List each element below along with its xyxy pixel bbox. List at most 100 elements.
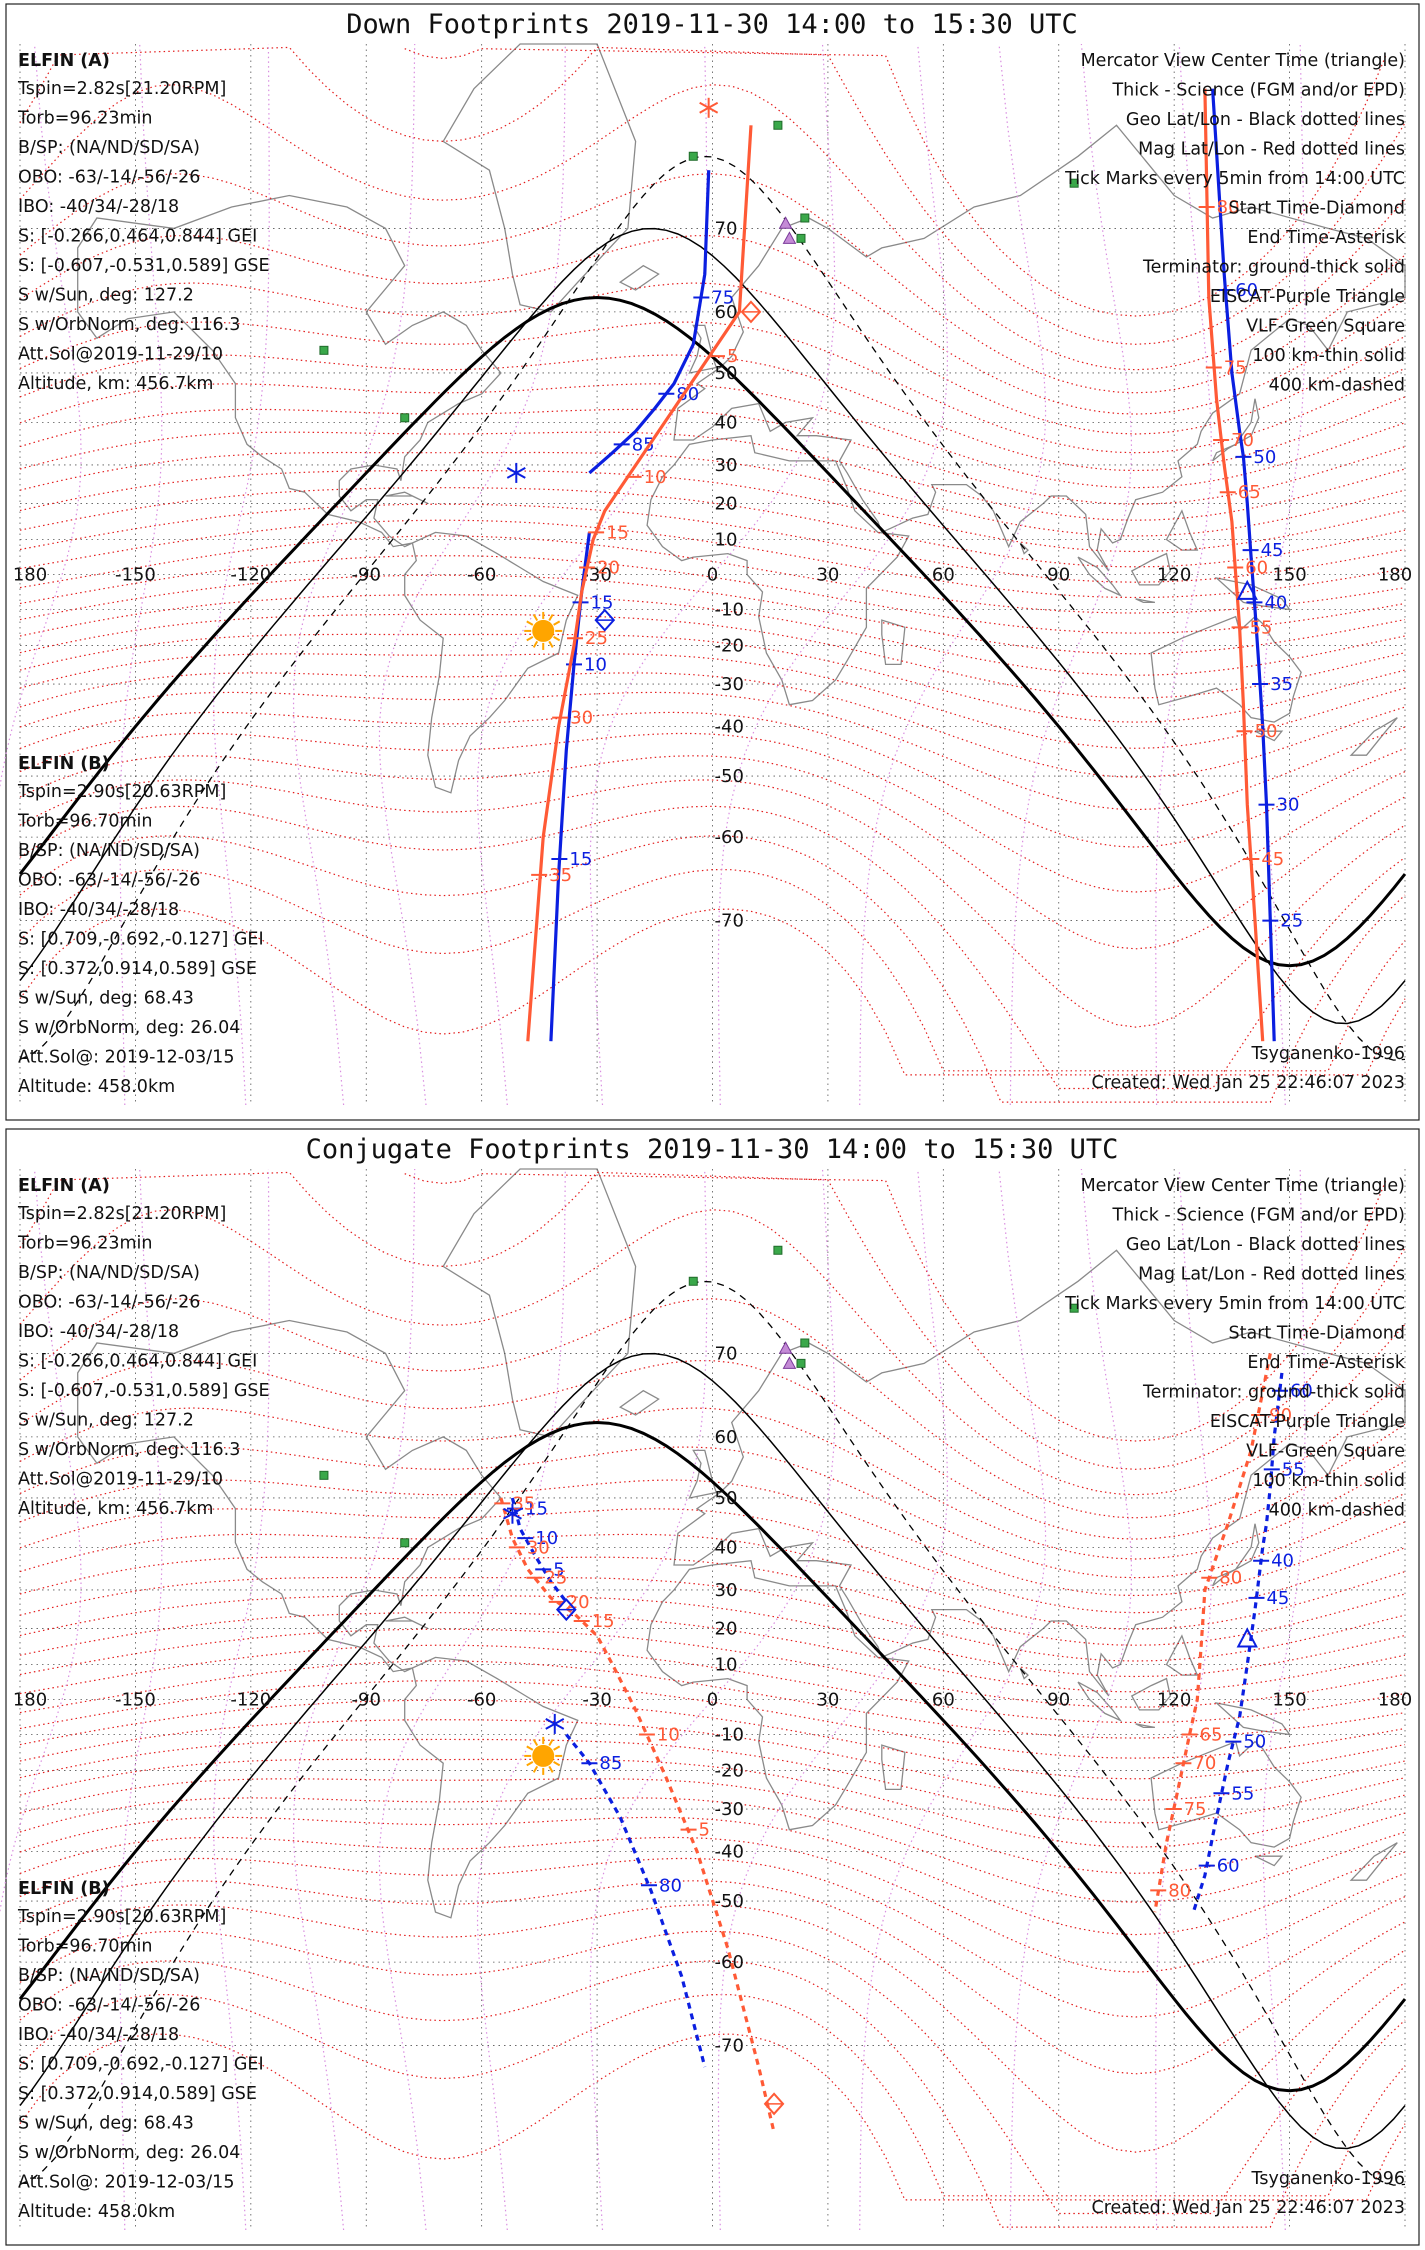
track-tick-label: 45 [1261,849,1284,870]
sat-b-info-line: Torb=96.70min [17,1937,153,1957]
mag-meridian-line [0,1168,82,1915]
lat-tick-label: -50 [715,766,744,787]
lon-tick-label: -150 [115,565,156,586]
vlf-square-icon [400,1538,410,1548]
lat-tick-label: 30 [715,1580,738,1601]
track-tick-label: 40 [1271,1551,1294,1572]
mag-latitude-line [19,451,1406,537]
mag-latitude-line [19,672,1406,778]
mag-meridian-line [859,1168,1047,2231]
coastline [77,1319,502,1673]
coastline [1135,1723,1156,1729]
mag-meridian-line [292,43,416,1106]
mag-latitude-line [19,519,1406,599]
lon-tick-label: 180 [13,565,47,586]
mag-latitude-line [19,1360,1406,1540]
lon-tick-label: 120 [1157,1690,1191,1711]
sat-b-info-line: Altitude: 458.0km [18,1077,175,1097]
lat-tick-label: -60 [715,1952,744,1973]
mag-latitude-line [19,691,1406,811]
start-diamond-icon [740,300,762,324]
panel-title: Down Footprints 2019-11-30 14:00 to 15:3… [346,9,1078,40]
mag-latitude-line [19,653,1406,749]
lon-tick-label: -30 [582,565,611,586]
legend-item: End Time-Asterisk [1247,1353,1405,1373]
lat-tick-label: -40 [715,717,744,738]
track-tick-label: 55 [1231,1783,1254,1804]
sat-b-info-line: S w/OrbNorm, deg: 26.04 [18,2143,240,2163]
lon-tick-label: 60 [932,1690,955,1711]
legend-item: Mag Lat/Lon - Red dotted lines [1138,140,1405,160]
track-tick-label: 25 [1280,911,1303,932]
mag-meridian-line [119,1168,163,2231]
end-asterisk-icon [502,1503,522,1524]
track-tick-label: 60 [1217,1856,1240,1877]
mag-latitude-line [19,173,1406,394]
track-tick-label: 30 [570,708,593,729]
lat-tick-label: 10 [715,530,738,551]
lat-tick-label: -20 [715,1761,744,1782]
footprint-track-track_d [1153,1353,1272,1913]
mag-latitude-line [19,1576,1406,1662]
coastline [404,1656,579,1919]
track-tick-label: 55 [1250,617,1273,638]
legend-item: Terminator: ground-thick solid [1142,258,1405,278]
mag-latitude-line [19,1644,1406,1724]
legend-item: Start Time-Diamond [1229,1324,1405,1344]
coastline [618,264,660,291]
vlf-square-icon [400,413,410,423]
sat-a-info-line: S w/Sun, deg: 127.2 [18,286,194,306]
sun-icon [524,1736,563,1775]
legend-item: Mag Lat/Lon - Red dotted lines [1138,1265,1405,1285]
eiscat-triangle-icon [778,1341,793,1354]
mag-latitude-line [19,555,1406,634]
down-footprints-map: Down Footprints 2019-11-30 14:00 to 15:3… [0,3,1420,1121]
lon-tick-label: -90 [352,565,381,586]
sat-a-info-line: S w/Sun, deg: 127.2 [18,1411,194,1431]
eiscat-triangle-icon [778,216,793,229]
mag-latitude-line [19,613,1406,699]
mag-meridian-line [1155,1168,1212,2231]
track-tick-label: 55 [1282,1459,1305,1480]
legend-item: Terminator: ground-thick solid [1142,1383,1405,1403]
lat-tick-label: -20 [715,636,744,657]
lat-tick-label: -50 [715,1891,744,1912]
vlf-square-icon [796,233,806,243]
track-tick-label: 65 [1200,1724,1223,1745]
panel-frame [5,1128,1420,2246]
legend-item: 100 km-thin solid [1252,346,1405,366]
track-tick-label: 15 [591,592,614,613]
footprint-track-track_b [526,125,753,1042]
legend-item: EISCAT-Purple Triangle [1210,287,1405,307]
terminator-100km [19,1352,1406,2150]
coastline [1214,1701,1292,1736]
mag-meridian-line [589,1168,836,2231]
sat-a-info-line: B/SP: (NA/ND/SD/SA) [18,138,200,158]
start-diamond-icon [555,1598,577,1622]
lon-tick-label: 0 [707,565,718,586]
mag-latitude-line [19,1836,1406,1973]
mag-meridian-line [859,43,1047,1106]
vlf-square-icon [773,1245,783,1255]
mag-latitude-line [19,1612,1406,1693]
track-tick-label: 15 [592,1611,615,1632]
footprint-track-track_d [1203,88,1265,1042]
coastline [1254,1855,1284,1867]
sat-b-info-line: S: [0.372,0.914,0.589] GSE [18,2084,257,2104]
mag-latitude-line [19,633,1406,723]
coastline [77,194,502,548]
vlf-square-icon [319,345,329,355]
lat-tick-label: -70 [715,2036,744,2057]
lon-tick-label: 150 [1272,1690,1306,1711]
legend-item: Thick - Science (FGM and/or EPD) [1111,1206,1405,1226]
model-label: Tsyganenko-1996 [1251,2169,1405,2189]
mag-meridian-line [292,1168,416,2231]
sat-a-info-line: S: [-0.266,0.464,0.844] GEI [18,227,257,247]
sat-b-info-line: S w/OrbNorm, deg: 26.04 [18,1018,240,1038]
lat-tick-label: -40 [715,1842,744,1863]
footprint-track-track_a [588,170,711,475]
sat-b-info-line: OBO: -63/-14/-56/-26 [18,1996,200,2016]
track-tick-label: 45 [1266,1588,1289,1609]
start-diamond-icon [763,2092,785,2116]
track-tick-label: 90 [1269,1405,1292,1426]
